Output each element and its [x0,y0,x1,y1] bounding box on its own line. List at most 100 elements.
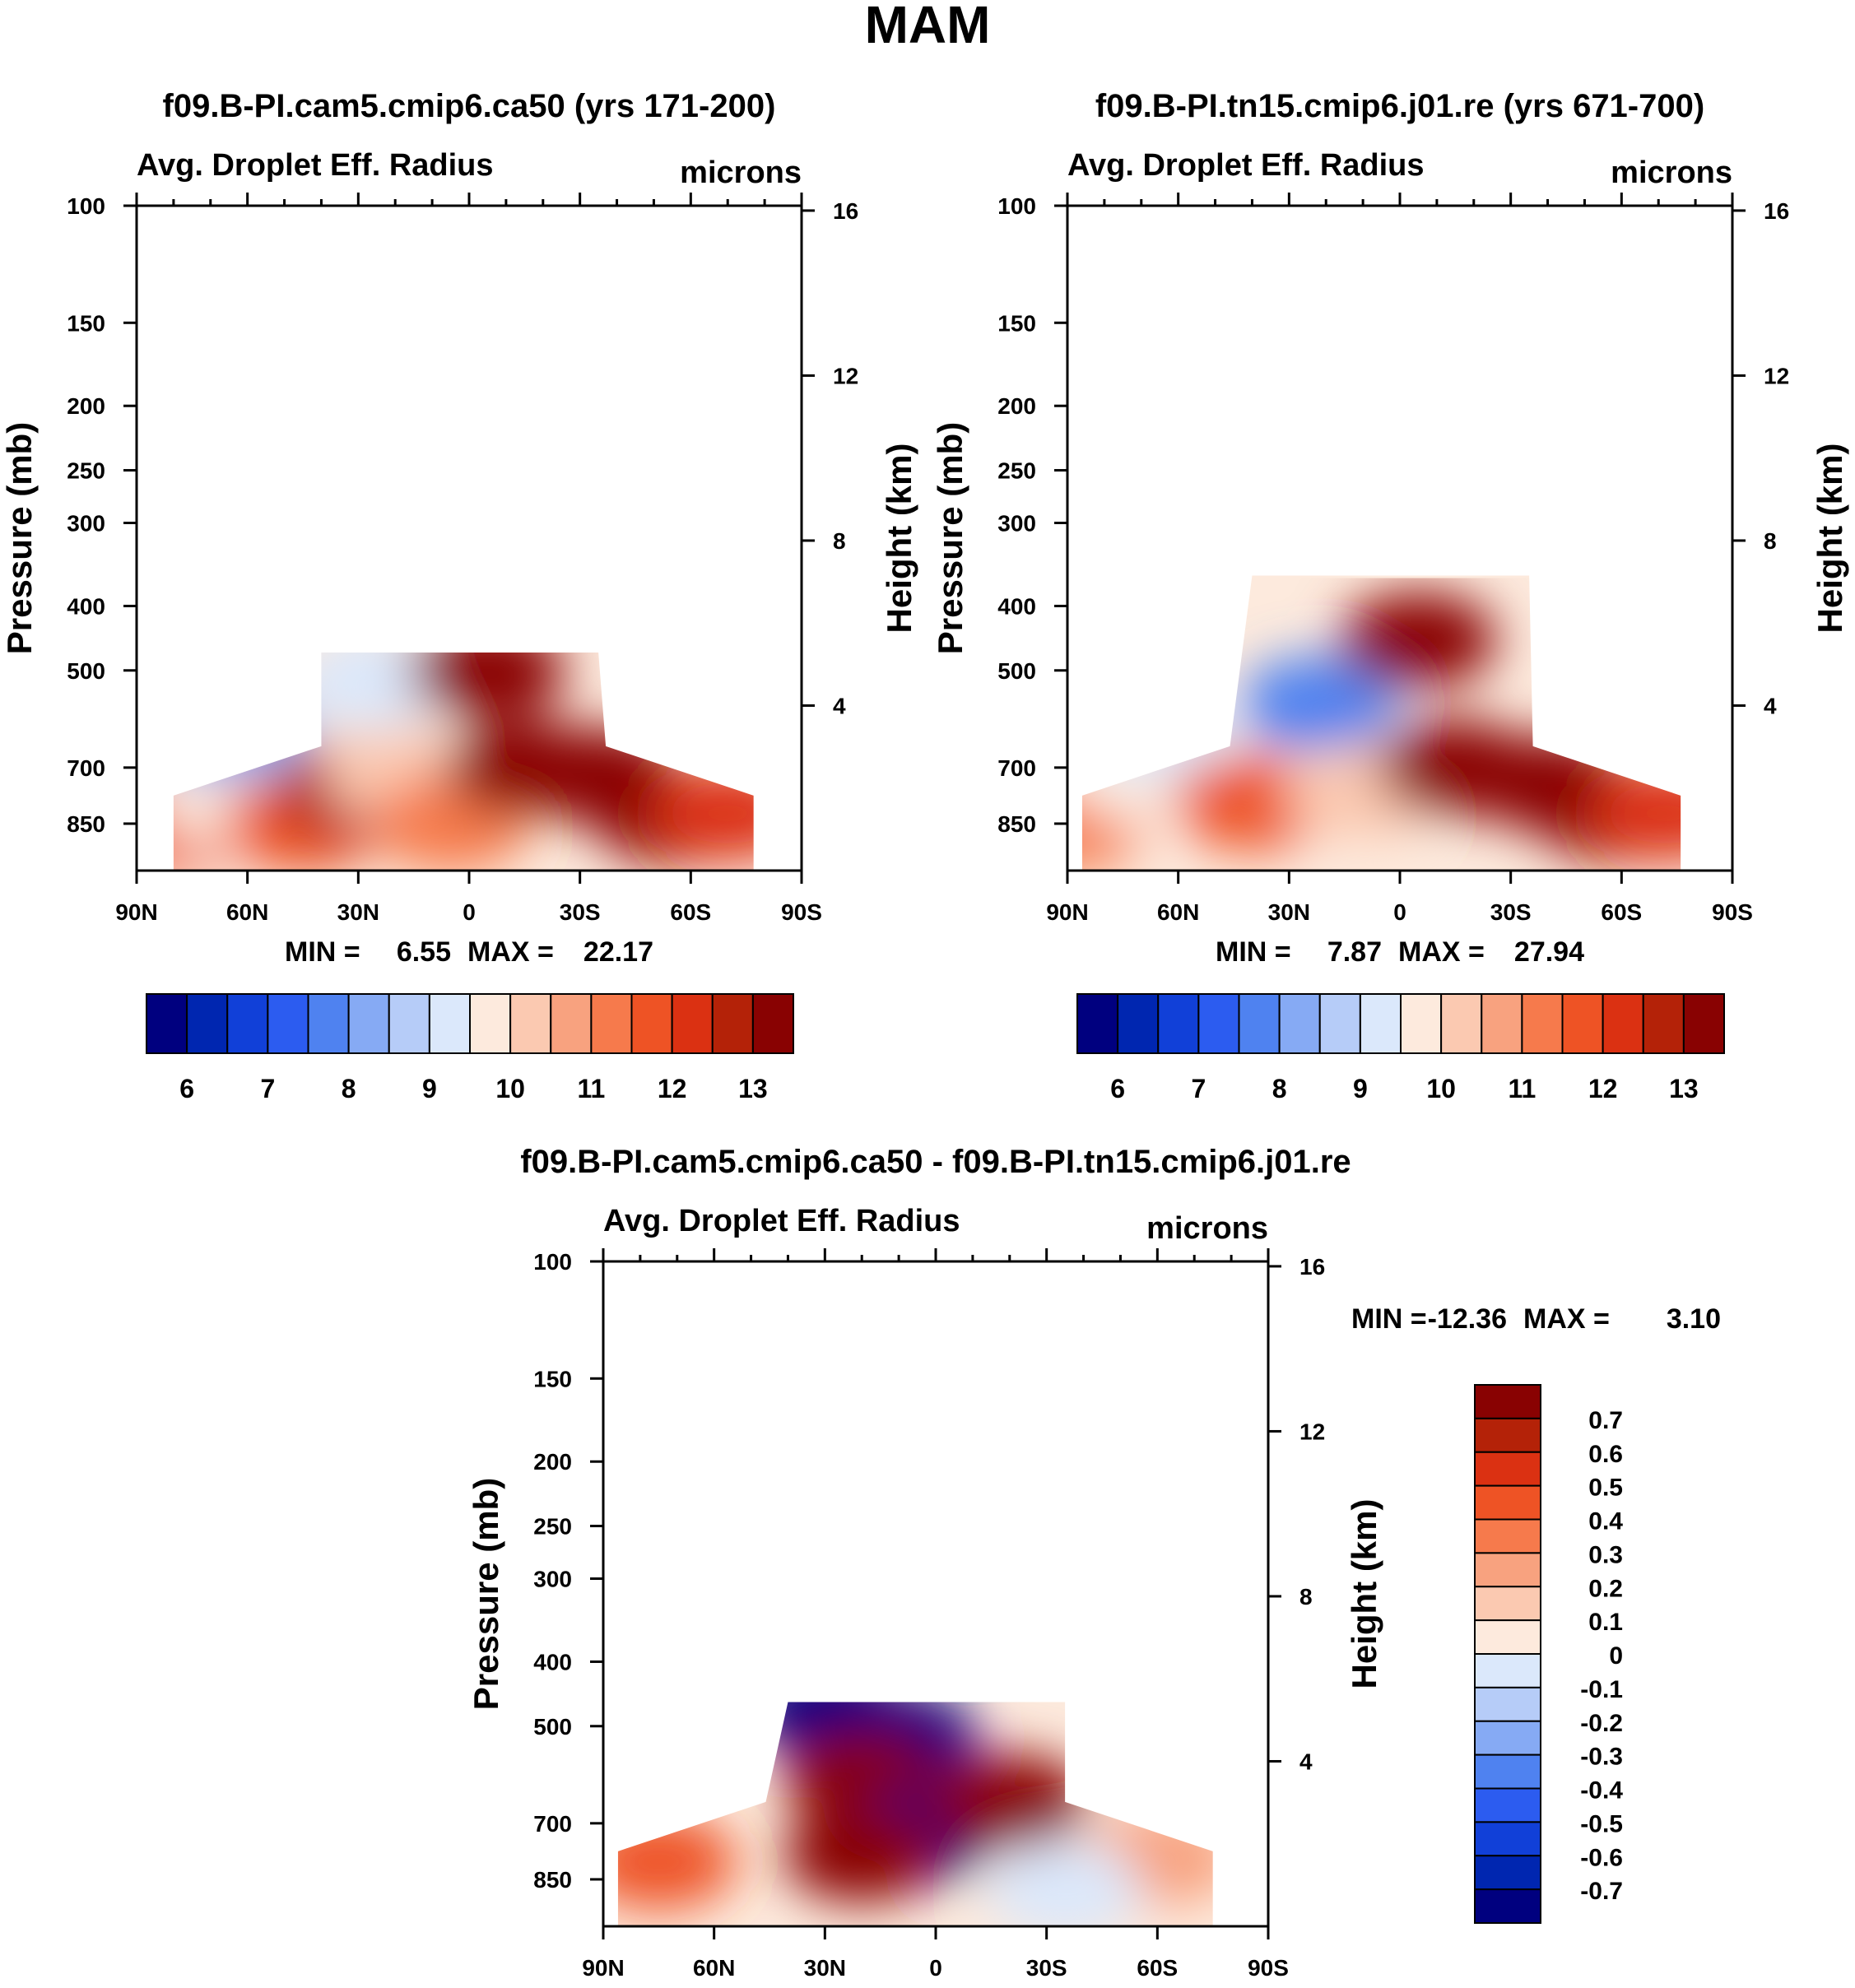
pressure-tick-label: 300 [997,511,1036,536]
axis-layer: 100 150 200 250 300 400 500 700 850 16 12 8 4 90N 60N 3… [997,193,1789,925]
colorbar-tick-label: 0.4 [1588,1508,1623,1535]
pressure-tick-label: 300 [533,1567,572,1592]
colorbar: 6 7 8 9 10 11 12 13 [146,993,794,1103]
colorbar-box [1474,1855,1541,1891]
colorbar-box [1440,993,1483,1054]
lat-tick-label: 30S [1490,899,1532,925]
field-feature [1588,765,1681,862]
colorbar-box [1278,993,1321,1054]
colorbar-box [1521,993,1564,1054]
pressure-tick-label: 200 [67,393,105,419]
colorbar-tick-label: 13 [738,1074,768,1103]
colorbar-box [590,993,633,1054]
panel-subtitle-left: Avg. Droplet Eff. Radius [603,1204,960,1238]
colorbar-tick-label: 13 [1669,1074,1699,1103]
colorbar-box [671,993,714,1054]
lat-tick-label: 90S [1712,899,1753,925]
colorbar-box [1474,1451,1541,1487]
y-axis-label: Pressure (mb) [931,422,969,654]
pressure-tick-label: 150 [67,310,105,336]
colorbar-box [1474,1518,1541,1554]
stats-line: MIN = 7.87 MAX = 27.94 [1216,936,1584,968]
pressure-tick-label: 150 [997,310,1036,336]
lat-tick-label: 30S [560,899,601,925]
colorbar-box [469,993,512,1054]
colorbar-box [1318,993,1361,1054]
y-axis-right-label: Height (km) [1811,444,1849,634]
lat-tick-label: 60S [1137,1955,1178,1981]
colorbar-box [1474,1619,1541,1655]
colorbar-tick-label: 0.2 [1588,1575,1623,1602]
colorbar-box [307,993,350,1054]
colorbar-tick-label: 10 [1426,1074,1456,1103]
colorbar-box [226,993,269,1054]
height-tick-label: 12 [1764,363,1789,388]
colorbar-tick-label: 7 [260,1074,275,1103]
field-feature [987,1842,1144,1926]
colorbar-tick-label: 9 [422,1074,437,1103]
stats-line: MIN = -12.36 MAX = 3.10 [1351,1303,1721,1335]
colorbar-tick-label: 0.3 [1588,1541,1623,1568]
colorbar-box [1474,1586,1541,1622]
colorbar-box [1238,993,1281,1054]
panel-subtitle-right: microns [1146,1211,1268,1246]
height-tick-label: 12 [833,363,858,388]
field-envelope [173,653,754,871]
max-label: MAX = [467,936,554,968]
lat-tick-label: 30N [1268,899,1310,925]
colorbar-tick-label: 6 [1110,1074,1125,1103]
colorbar-tick-label: 0.7 [1588,1407,1623,1434]
colorbar: 6 7 8 9 10 11 12 13 [1076,993,1725,1103]
colorbar-box [267,993,309,1054]
height-tick-label: 16 [1299,1254,1325,1280]
field-feature [1240,655,1397,751]
min-value: -12.36 [1428,1303,1507,1335]
panel-ca50: f09.B-PI.cam5.cmip6.ca50 (yrs 171-200) A… [0,88,918,1103]
height-tick-label: 16 [833,198,858,224]
field-feature [931,1753,1088,1850]
lat-tick-label: 60N [693,1955,735,1981]
panel-title: f09.B-PI.tn15.cmip6.j01.re (yrs 671-700) [1095,88,1704,124]
pressure-tick-label: 300 [67,511,105,536]
colorbar-box [1197,993,1240,1054]
panel-difference: f09.B-PI.cam5.cmip6.ca50 - f09.B-PI.tn15… [467,1144,1721,1981]
field-feature [173,685,308,781]
colorbar-tick-label: -0.6 [1580,1844,1623,1871]
pressure-tick-label: 850 [533,1867,572,1893]
panel-tn15: f09.B-PI.tn15.cmip6.j01.re (yrs 671-700)… [931,88,1849,1103]
max-value: 22.17 [583,936,653,968]
height-tick-label: 4 [833,693,846,718]
field-envelope [1081,575,1681,871]
colorbar-tick-label: 12 [1588,1074,1618,1103]
colorbar-box [1117,993,1160,1054]
field-blobs [1081,592,1681,871]
lat-tick-label: 0 [1393,899,1406,925]
colorbar-box [1474,1552,1541,1588]
pressure-tick-label: 250 [67,458,105,484]
lat-tick-label: 30N [804,1955,846,1981]
colorbar-tick-label: -0.4 [1580,1777,1623,1805]
panel-subtitle-left: Avg. Droplet Eff. Radius [137,148,494,183]
colorbar-box [1474,1417,1541,1453]
pressure-tick-label: 150 [533,1366,572,1391]
colorbar: 0.7 0.6 0.5 0.4 0.3 0.2 0.1 0 -0.1 -0.2 -0.3 -0.4 -0… [1474,1384,1623,1924]
colorbar-tick-label: -0.1 [1580,1676,1623,1703]
field-layer [173,653,754,871]
y-axis-label: Pressure (mb) [0,422,39,654]
colorbar-box [1602,993,1644,1054]
lat-tick-label: 60N [1157,899,1199,925]
colorbar-box [1400,993,1443,1054]
colorbar-box [751,993,794,1054]
height-tick-label: 8 [833,528,846,554]
pressure-tick-label: 200 [533,1449,572,1475]
colorbar-tick-label: -0.7 [1580,1878,1623,1905]
colorbar-tick-label: 7 [1191,1074,1206,1103]
pressure-tick-label: 400 [67,593,105,619]
colorbar-box [711,993,754,1054]
colorbar-box [1561,993,1604,1054]
colorbar-box [1682,993,1725,1054]
field-feature [783,1806,941,1902]
colorbar-box [1157,993,1200,1054]
pressure-tick-label: 700 [67,755,105,781]
